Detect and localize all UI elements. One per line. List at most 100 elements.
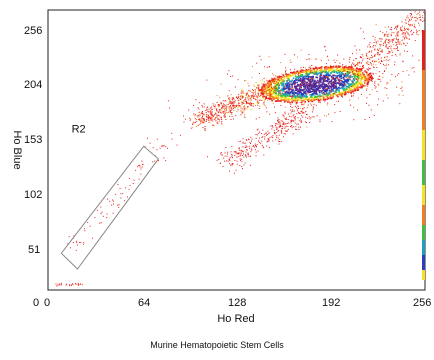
data-point <box>293 117 295 119</box>
data-point <box>331 90 333 92</box>
data-point <box>371 64 373 66</box>
data-point <box>285 73 287 75</box>
data-point <box>308 78 310 80</box>
data-point <box>384 87 386 89</box>
data-point <box>285 106 287 108</box>
data-point <box>352 67 355 70</box>
data-point <box>243 93 245 94</box>
data-point <box>414 11 416 13</box>
data-point <box>340 69 343 72</box>
data-point <box>272 140 274 142</box>
data-point <box>373 114 375 116</box>
data-point <box>368 51 370 53</box>
data-point <box>300 69 303 71</box>
data-point <box>297 79 299 80</box>
data-point <box>373 67 375 68</box>
data-point <box>418 59 420 61</box>
data-point <box>171 132 173 134</box>
data-point <box>234 102 236 104</box>
data-point <box>263 103 265 105</box>
edge-density-segment <box>422 240 425 255</box>
data-point <box>333 59 335 61</box>
data-point <box>327 59 329 61</box>
data-point <box>265 88 267 90</box>
data-point <box>357 73 359 75</box>
data-point <box>407 17 409 19</box>
data-point <box>297 74 299 76</box>
data-point <box>201 104 203 106</box>
data-point <box>228 158 230 160</box>
data-point <box>393 44 395 45</box>
data-point <box>368 57 370 59</box>
data-point <box>321 92 323 95</box>
data-point <box>236 156 238 158</box>
data-point <box>267 99 269 101</box>
data-point <box>357 77 360 80</box>
data-point <box>365 71 368 73</box>
data-point <box>270 85 273 88</box>
data-point <box>346 74 349 76</box>
data-point <box>258 117 260 119</box>
data-point <box>226 107 228 109</box>
data-point <box>400 88 402 89</box>
data-point <box>301 112 303 114</box>
data-point <box>221 109 223 111</box>
data-point <box>306 93 308 95</box>
data-point <box>230 103 232 105</box>
data-point <box>339 73 341 76</box>
data-point <box>292 99 294 101</box>
data-point <box>336 94 339 96</box>
data-point <box>403 38 405 40</box>
data-point <box>366 89 367 91</box>
data-point <box>326 96 328 98</box>
data-point <box>331 94 333 96</box>
data-point <box>333 83 335 85</box>
data-point <box>284 93 287 96</box>
data-point <box>422 16 424 18</box>
data-point <box>352 81 355 83</box>
data-point <box>258 88 259 90</box>
data-point <box>311 86 314 88</box>
data-point <box>96 209 98 211</box>
data-point <box>234 107 236 109</box>
data-point <box>307 73 309 76</box>
data-point <box>331 87 332 89</box>
data-point <box>338 71 341 74</box>
data-point <box>372 78 374 80</box>
data-point <box>320 89 322 92</box>
data-point <box>309 118 311 120</box>
data-point <box>385 41 386 43</box>
data-point <box>380 57 382 59</box>
data-point <box>330 83 333 86</box>
data-point <box>169 107 170 109</box>
data-point <box>316 67 318 69</box>
data-point <box>248 145 250 147</box>
data-point <box>276 127 278 129</box>
data-point <box>296 113 298 115</box>
data-point <box>259 100 261 102</box>
data-point <box>407 28 409 30</box>
data-point <box>287 119 289 121</box>
data-point <box>301 74 303 76</box>
data-point <box>207 117 209 118</box>
data-point <box>374 48 376 50</box>
data-point <box>61 284 62 286</box>
edge-density-segment <box>422 160 425 185</box>
data-point <box>378 75 380 77</box>
data-point <box>372 35 374 37</box>
data-point <box>222 154 224 156</box>
data-point <box>316 115 318 117</box>
data-point <box>401 33 403 35</box>
data-point <box>217 111 219 113</box>
data-point <box>302 84 304 86</box>
data-point <box>327 66 330 69</box>
data-point <box>315 71 318 73</box>
data-point <box>294 97 297 99</box>
data-point <box>227 104 229 106</box>
data-point <box>271 125 273 127</box>
data-point <box>349 83 351 86</box>
data-point <box>232 102 234 104</box>
data-point <box>269 82 271 84</box>
data-point <box>246 108 248 110</box>
data-point <box>367 75 369 77</box>
